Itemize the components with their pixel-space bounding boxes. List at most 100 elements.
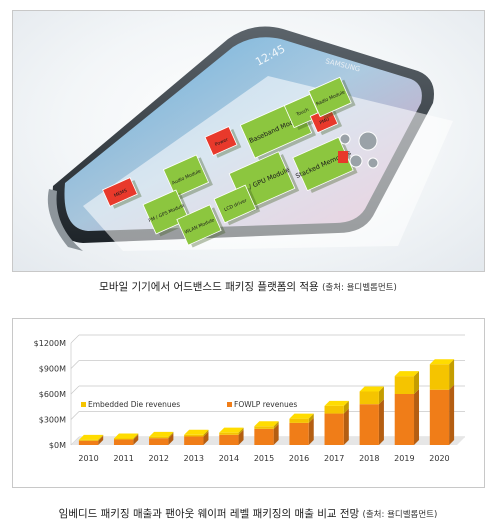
bar-fowlp-side: [273, 423, 279, 445]
x-tick-label: 2018: [359, 454, 379, 463]
bar-embedded-side: [98, 434, 104, 441]
chart-caption-source: (출처: 욜디벨롭먼트): [362, 510, 438, 520]
bar-embedded-side: [449, 359, 455, 390]
bar-fowlp-side: [308, 417, 314, 445]
grid-diagonal: [70, 360, 80, 369]
chart-legend: Embedded Die revenues FOWLP revenues: [81, 400, 297, 409]
bar-fowlp: [184, 436, 204, 445]
bar-fowlp: [149, 438, 169, 445]
bar-embedded-side: [238, 427, 244, 435]
bar-embedded: [219, 432, 239, 435]
chart-y-ticks: $0M $300M $600M $900M $1200M: [34, 339, 66, 450]
y-tick-label: $600M: [39, 390, 66, 399]
bar-embedded-top: [113, 433, 139, 439]
round-component: [367, 157, 379, 169]
legend-swatch: [81, 402, 86, 407]
bar-embedded: [254, 426, 274, 429]
bar-embedded-side: [133, 433, 139, 440]
bar-embedded-side: [343, 400, 349, 414]
module-chip: MEMS: [102, 177, 142, 209]
y-tick-label: $0M: [49, 441, 66, 450]
y-tick-label: $900M: [39, 365, 66, 374]
round-component: [339, 133, 351, 145]
module-chip-body: [176, 204, 222, 246]
bar-embedded: [394, 376, 415, 394]
grid-diagonal: [70, 385, 80, 395]
bar-embedded-top: [254, 421, 279, 427]
module-chip-label: PMU: [319, 117, 331, 127]
bar-embedded-top: [289, 413, 314, 419]
top-caption-source: (출처: 욜디벨롭먼트): [322, 283, 397, 293]
round-component: [349, 154, 363, 168]
x-tick-label: 2010: [78, 454, 98, 463]
grid-diagonal: [70, 411, 80, 420]
x-tick-label: 2014: [219, 454, 239, 463]
x-tick-label: 2013: [184, 454, 204, 463]
small-red-component: [338, 151, 348, 163]
legend-swatch: [227, 402, 232, 407]
x-tick-label: 2020: [429, 454, 449, 463]
module-chip: WLAN Module: [176, 204, 226, 248]
bar-fowlp: [359, 404, 379, 445]
bar-fowlp-side: [168, 433, 174, 445]
bar-embedded: [149, 436, 169, 439]
bar-fowlp: [219, 434, 239, 445]
bar-embedded: [429, 364, 450, 390]
chart-caption: 임베디드 패키징 매출과 팬아웃 웨이퍼 레벨 패키징의 매출 비교 전망 (출…: [0, 506, 496, 521]
x-tick-label: 2016: [289, 454, 309, 463]
bar-fowlp-side: [133, 434, 139, 445]
module-chip: Baseband Modem: [239, 99, 317, 161]
bar-embedded-top: [184, 429, 209, 435]
bar-fowlp: [78, 440, 99, 445]
legend-label: FOWLP revenues: [234, 400, 297, 409]
bar-fowlp: [324, 413, 344, 445]
bar-fowlp-side: [378, 399, 384, 445]
bar-embedded-top: [78, 434, 104, 440]
top-caption-main: 모바일 기기에서 어드밴스드 패키징 플랫폼의 적용: [99, 281, 319, 293]
grid-diagonal: [70, 334, 80, 344]
legend-label: Embedded Die revenues: [88, 400, 180, 409]
module-chip: Radio Module: [308, 76, 356, 120]
bar-fowlp-side: [414, 389, 420, 445]
module-chip: Audio Module: [162, 154, 213, 200]
revenue-chart: 2010 2011 2012 2013 2014 2015 2016 2017 2018 2019…: [34, 334, 465, 463]
bar-embedded-top: [324, 400, 349, 406]
bar-fowlp: [289, 422, 309, 445]
bar-embedded-top: [149, 431, 174, 437]
x-tick-label: 2017: [324, 454, 344, 463]
module-chip-label: MEMS: [113, 188, 128, 199]
x-tick-label: 2015: [254, 454, 274, 463]
bar-embedded-top: [429, 359, 455, 365]
y-tick-label: $1200M: [34, 339, 66, 348]
bar-embedded: [184, 434, 204, 437]
bar-embedded-side: [203, 429, 209, 437]
bar-embedded: [289, 418, 309, 423]
module-chip-body: [213, 184, 257, 224]
bar-fowlp: [254, 428, 274, 445]
bar-embedded: [324, 405, 344, 414]
x-tick-label: 2011: [113, 454, 133, 463]
bar-embedded-top: [359, 386, 384, 392]
bar-embedded: [359, 391, 379, 405]
module-chip-label: Power: [214, 137, 229, 148]
x-tick-label: 2012: [149, 454, 169, 463]
bar-fowlp: [429, 389, 450, 445]
module-chip-body: [162, 154, 210, 198]
bar-embedded-side: [273, 421, 279, 429]
y-tick-label: $300M: [39, 416, 66, 425]
bar-fowlp: [394, 394, 415, 445]
module-chip: LCD driver: [213, 184, 261, 226]
chart-bars: [78, 359, 455, 445]
phone-illustration-panel: 12:45 SAMSUNG Baseband Modem CPU / GPU Mo…: [12, 10, 485, 272]
top-figure-caption: 모바일 기기에서 어드밴스드 패키징 플랫폼의 적용 (출처: 욜디벨롭먼트): [0, 279, 496, 294]
bar-fowlp: [113, 439, 134, 445]
module-chip: Power: [204, 126, 242, 158]
bar-fowlp-side: [449, 384, 455, 445]
module-chip-body: [142, 189, 190, 235]
bar-embedded-top: [394, 371, 420, 377]
bar-fowlp-side: [98, 435, 104, 445]
bar-embedded-side: [414, 371, 420, 394]
module-chip: FM / GPS Module: [142, 189, 194, 237]
bar-fowlp-side: [203, 431, 209, 445]
